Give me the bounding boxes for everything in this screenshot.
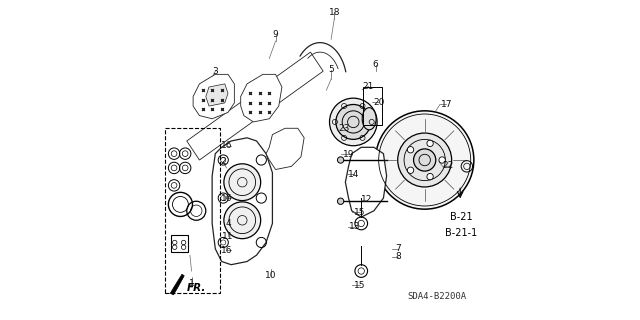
Text: SDA4-B2200A: SDA4-B2200A	[408, 292, 467, 301]
Circle shape	[337, 157, 344, 163]
Bar	[363, 87, 382, 125]
Text: 10: 10	[265, 271, 276, 280]
Text: B-21-1: B-21-1	[445, 228, 477, 238]
Bar	[171, 235, 188, 252]
Text: 20: 20	[373, 98, 385, 107]
Text: 12: 12	[361, 195, 372, 204]
Text: 17: 17	[440, 100, 452, 109]
Text: 14: 14	[348, 170, 359, 179]
Circle shape	[337, 198, 344, 204]
Text: 7: 7	[395, 244, 401, 253]
Polygon shape	[241, 74, 282, 122]
Circle shape	[330, 98, 377, 146]
Polygon shape	[193, 74, 234, 119]
Text: FR.: FR.	[187, 284, 206, 293]
Text: 16: 16	[221, 246, 232, 255]
Text: 3: 3	[212, 67, 218, 76]
Circle shape	[413, 149, 436, 171]
Text: 15: 15	[354, 208, 365, 217]
Text: 19: 19	[343, 150, 355, 159]
Text: 11: 11	[222, 232, 234, 241]
Text: 16: 16	[221, 141, 232, 150]
Text: 6: 6	[372, 60, 378, 69]
Text: B-21: B-21	[450, 212, 472, 222]
Text: 9: 9	[273, 30, 278, 39]
Circle shape	[224, 202, 260, 239]
Text: 13: 13	[349, 222, 360, 231]
Text: 18: 18	[328, 8, 340, 17]
Ellipse shape	[362, 108, 376, 130]
Circle shape	[376, 111, 474, 209]
Circle shape	[336, 105, 371, 140]
Text: 15: 15	[354, 281, 365, 290]
Text: 5: 5	[328, 65, 334, 74]
Polygon shape	[206, 84, 228, 106]
Text: 8: 8	[395, 252, 401, 261]
Text: 21: 21	[363, 82, 374, 91]
Circle shape	[427, 173, 433, 180]
Polygon shape	[212, 138, 273, 265]
Circle shape	[427, 140, 433, 147]
Text: 23: 23	[338, 124, 349, 133]
Circle shape	[397, 133, 452, 187]
Polygon shape	[266, 128, 304, 170]
Text: 2: 2	[220, 157, 226, 166]
Polygon shape	[170, 274, 184, 295]
Circle shape	[224, 164, 260, 201]
Text: 1: 1	[189, 279, 195, 288]
Circle shape	[439, 157, 445, 163]
Circle shape	[408, 167, 413, 173]
Text: 16: 16	[221, 194, 232, 203]
Text: 22: 22	[443, 161, 454, 170]
Text: 4: 4	[225, 219, 231, 228]
Circle shape	[408, 147, 413, 153]
Polygon shape	[346, 147, 387, 217]
